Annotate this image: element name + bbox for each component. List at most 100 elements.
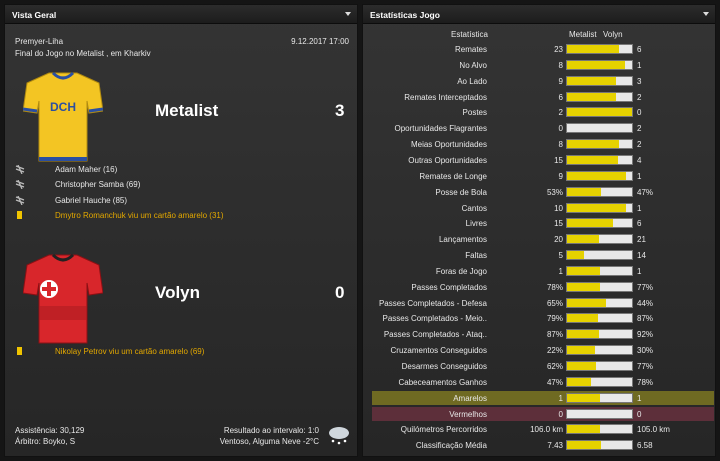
stat-bar bbox=[566, 424, 633, 435]
stat-bar bbox=[566, 250, 633, 261]
column-header: Metalist bbox=[569, 30, 597, 39]
home-value: 10 bbox=[554, 203, 563, 213]
home-value: 0 bbox=[558, 409, 563, 419]
away-value: 0 bbox=[637, 108, 642, 118]
stat-bar-fill bbox=[567, 393, 600, 402]
stat-label: Passes Completados - Defesa bbox=[378, 298, 487, 308]
stat-bar bbox=[566, 234, 633, 245]
goal-event: Gabriel Hauche (85) bbox=[55, 195, 128, 205]
home-shirt: DCH bbox=[23, 71, 103, 162]
home-value: 6 bbox=[558, 92, 563, 102]
home-team: Metalist bbox=[155, 101, 219, 120]
stat-bar-fill bbox=[567, 187, 602, 196]
stat-label: Livres bbox=[465, 219, 487, 229]
stats-row: Ao Lado 9 3 bbox=[372, 74, 714, 88]
home-value: 15 bbox=[554, 155, 563, 165]
card-event: Dmytro Romanchuk viu um cartão amarelo (… bbox=[55, 210, 224, 220]
stats-row: Vermelhos 0 0 bbox=[372, 406, 714, 421]
stat-bar bbox=[566, 75, 633, 86]
stats-row: Passes Completados 78% 77% bbox=[372, 280, 714, 294]
home-value: 87% bbox=[546, 330, 563, 340]
home-score: 3 bbox=[335, 101, 345, 120]
stat-label: Faltas bbox=[465, 251, 487, 261]
stat-bar bbox=[566, 123, 633, 134]
away-value: 30% bbox=[637, 346, 654, 356]
stat-label: Outras Oportunidades bbox=[408, 155, 487, 165]
stat-bar-fill bbox=[567, 155, 619, 164]
weather: Ventoso, Alguma Neve -2°C bbox=[219, 437, 319, 446]
stats-row: Remates de Longe 9 1 bbox=[372, 169, 714, 183]
card-icon bbox=[17, 210, 22, 219]
away-value: 77% bbox=[637, 282, 654, 292]
stat-bar-fill bbox=[567, 219, 614, 228]
overview-panel: Vista Geral Premyer-Liha 9.12.2017 17:00… bbox=[4, 4, 358, 457]
stats-row: Cantos 10 1 bbox=[372, 201, 714, 215]
stat-bar bbox=[566, 91, 633, 102]
away-value: 2 bbox=[637, 92, 642, 102]
stat-bar bbox=[566, 281, 633, 292]
stats-row: Quilómetros Percorridos 106.0 km 105.0 km bbox=[372, 422, 714, 436]
menu-arrow[interactable] bbox=[345, 12, 351, 16]
home-value: 9 bbox=[558, 76, 563, 86]
away-value: 0 bbox=[637, 409, 642, 419]
stats-row: Postes 2 0 bbox=[372, 105, 714, 119]
stat-label: Ao Lado bbox=[457, 76, 487, 86]
stat-bar bbox=[566, 376, 633, 387]
stat-bar bbox=[566, 297, 633, 308]
stat-label: Posse de Bola bbox=[435, 187, 487, 197]
stat-label: Amarelos bbox=[453, 393, 487, 403]
home-value: 53% bbox=[546, 187, 563, 197]
stat-bar-fill bbox=[567, 45, 619, 53]
stat-bar-fill bbox=[567, 108, 632, 117]
panel-header: Estatísticas Jogo bbox=[363, 5, 715, 24]
menu-arrow[interactable] bbox=[703, 12, 709, 16]
stat-label: Passes Completados - Ataq.. bbox=[383, 330, 487, 340]
home-value: 65% bbox=[546, 298, 563, 308]
away-value: 77% bbox=[637, 362, 654, 371]
column-header: Volyn bbox=[603, 30, 623, 39]
stat-label: Quilómetros Percorridos bbox=[400, 425, 487, 435]
stat-label: Oportunidades Flagrantes bbox=[394, 124, 488, 134]
stat-bar-fill bbox=[567, 330, 599, 339]
home-value: 7.43 bbox=[547, 441, 563, 451]
stat-label: Cantos bbox=[461, 203, 487, 213]
halftime: Resultado ao intervalo: 1:0 bbox=[223, 426, 319, 435]
stat-bar-fill bbox=[567, 266, 600, 275]
shirt-sponsor: DCH bbox=[50, 100, 76, 114]
stat-label: Classificação Média bbox=[415, 441, 487, 451]
competition: Premyer-Liha bbox=[15, 37, 64, 46]
stat-bar bbox=[566, 202, 633, 213]
away-shirt bbox=[23, 253, 103, 344]
away-value: 4 bbox=[637, 155, 642, 165]
home-value: 22% bbox=[546, 346, 563, 356]
stat-label: Postes bbox=[462, 108, 487, 118]
stat-label: Remates bbox=[454, 45, 487, 54]
stats-row: Amarelos 1 1 bbox=[372, 390, 714, 405]
stats-row: Livres 15 6 bbox=[372, 216, 714, 230]
stat-bar bbox=[566, 107, 633, 118]
stat-bar-fill bbox=[567, 203, 627, 212]
stats-row: Cabeceamentos Ganhos 47% 78% bbox=[372, 375, 714, 389]
away-value: 1 bbox=[637, 60, 642, 70]
referee: Árbitro: Boyko, S bbox=[15, 437, 76, 446]
datetime: 9.12.2017 17:00 bbox=[291, 37, 349, 46]
panel-title: Vista Geral bbox=[12, 10, 57, 20]
away-value: 1 bbox=[637, 266, 642, 276]
stat-label: Remates de Longe bbox=[419, 171, 487, 181]
stat-bar-fill bbox=[567, 76, 616, 85]
home-value: 23 bbox=[554, 45, 563, 54]
stat-bar bbox=[566, 440, 633, 451]
stat-bar bbox=[566, 154, 633, 165]
stat-label: Lançamentos bbox=[438, 235, 487, 245]
venue: Final do Jogo no Metalist , em Kharkiv bbox=[15, 49, 151, 58]
away-value: 6 bbox=[637, 219, 642, 229]
stats-row: Passes Completados - Meio.. 79% 87% bbox=[372, 311, 714, 325]
stat-bar-fill bbox=[567, 60, 625, 69]
stats-row: Remates Interceptados 6 2 bbox=[372, 90, 714, 104]
stats-row: Posse de Bola 53% 47% bbox=[372, 185, 714, 199]
stats-row: Remates 23 6 bbox=[372, 42, 714, 56]
stat-label: Meias Oportunidades bbox=[410, 140, 487, 150]
home-value: 9 bbox=[558, 171, 563, 181]
goal-icon bbox=[15, 195, 25, 205]
away-value: 1 bbox=[637, 203, 642, 213]
